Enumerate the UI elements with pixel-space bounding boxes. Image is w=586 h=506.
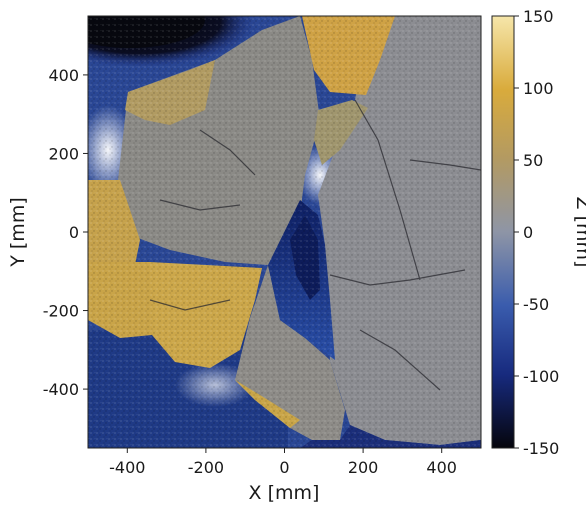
colorbar-tick-label: 0 [523, 223, 533, 242]
colorbar [491, 15, 515, 449]
x-axis-title: X [mm] [249, 482, 320, 504]
x-tick-label: -400 [109, 458, 145, 477]
y-tick-label: 0 [69, 223, 79, 242]
y-tick-label: -400 [43, 380, 79, 399]
colorbar-tick-label: -150 [523, 439, 559, 458]
x-tick-label: 0 [279, 458, 289, 477]
heightmap-image [88, 16, 481, 448]
y-axis-title: Y [mm] [7, 197, 29, 268]
x-tick-label: 200 [348, 458, 379, 477]
colorbar-tick-label: -50 [523, 295, 549, 314]
colorbar-tick-label: -100 [523, 367, 559, 386]
colorbar-tick-label: 150 [523, 7, 554, 26]
colorbar-tick-label: 100 [523, 79, 554, 98]
x-tick-label: 400 [426, 458, 457, 477]
y-tick-label: 400 [48, 66, 79, 85]
colorbar-axis: 150 100 50 0 -50 -100 -150 [514, 7, 559, 458]
x-axis: -400 -200 0 200 400 [109, 448, 457, 477]
colorbar-title: Z [mm] [572, 197, 586, 268]
colorbar-tick-label: 50 [523, 151, 543, 170]
x-tick-label: -200 [188, 458, 224, 477]
y-tick-label: -200 [43, 302, 79, 321]
y-axis: 400 200 0 -200 -400 [43, 66, 88, 399]
y-tick-label: 200 [48, 144, 79, 163]
